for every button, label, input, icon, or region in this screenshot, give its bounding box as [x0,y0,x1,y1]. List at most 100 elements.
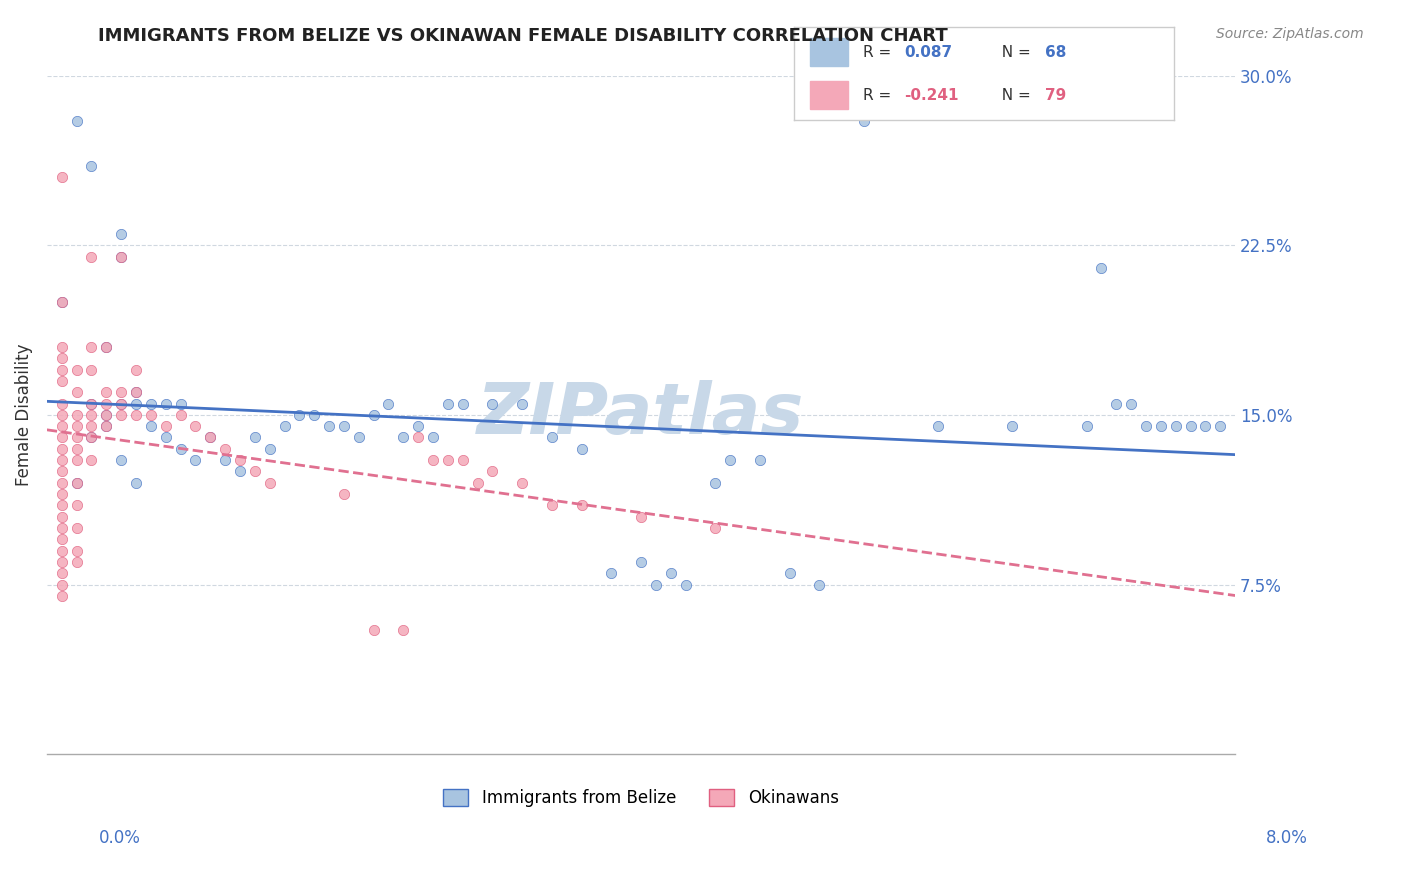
Point [927,419,949,434]
Point [51,543,73,558]
Point [363,408,385,422]
Point [200,430,222,444]
Text: -0.241: -0.241 [904,87,959,103]
Point [481,396,503,410]
Point [139,419,162,434]
Text: N =: N = [991,45,1035,60]
Point [571,442,593,456]
Point [318,419,340,434]
Point [51,294,73,309]
Point [704,475,727,490]
Point [273,419,295,434]
Point [779,566,801,581]
Point [51,499,73,513]
Point [630,509,652,524]
Point [125,385,148,400]
Point [675,577,697,591]
Point [422,430,444,444]
Point [51,294,73,309]
Point [214,453,236,467]
Point [51,509,73,524]
Point [333,419,356,434]
Point [51,419,73,434]
Point [704,521,727,535]
Point [65,555,87,569]
Point [259,442,281,456]
Point [214,442,236,456]
Text: 0.0%: 0.0% [98,829,141,847]
Point [65,113,87,128]
Point [139,396,162,410]
Point [392,623,415,637]
Point [51,577,73,591]
Point [65,419,87,434]
Point [80,250,103,264]
Point [659,566,682,581]
Point [80,430,103,444]
Point [718,453,741,467]
Point [80,396,103,410]
Point [1135,419,1157,434]
Point [65,543,87,558]
Y-axis label: Female Disability: Female Disability [15,343,32,486]
Text: R =: R = [863,87,896,103]
Legend: Immigrants from Belize, Okinawans: Immigrants from Belize, Okinawans [437,782,845,814]
Point [139,408,162,422]
Point [229,453,252,467]
Point [80,159,103,173]
Point [110,396,132,410]
Point [125,475,148,490]
Point [80,340,103,354]
Point [51,396,73,410]
Point [169,442,191,456]
Point [1105,396,1128,410]
Point [422,453,444,467]
Point [96,408,118,422]
Point [125,362,148,376]
Point [51,442,73,456]
Point [451,453,474,467]
Point [377,396,399,410]
Point [125,385,148,400]
Point [51,351,73,366]
Point [406,430,429,444]
Point [110,250,132,264]
Point [184,419,207,434]
Point [51,566,73,581]
Point [155,419,177,434]
Point [1180,419,1202,434]
Point [1076,419,1098,434]
Point [65,475,87,490]
Point [51,521,73,535]
Point [155,430,177,444]
Point [1194,419,1216,434]
Point [437,453,460,467]
Point [541,499,564,513]
Point [96,340,118,354]
Point [96,419,118,434]
Point [65,499,87,513]
Point [169,396,191,410]
Point [541,430,564,444]
Point [481,465,503,479]
Point [229,465,252,479]
Point [65,362,87,376]
Point [65,430,87,444]
Point [110,453,132,467]
Point [644,577,666,591]
Text: 8.0%: 8.0% [1265,829,1308,847]
Text: ZIPatlas: ZIPatlas [477,380,804,450]
Text: Source: ZipAtlas.com: Source: ZipAtlas.com [1216,27,1364,41]
Point [1164,419,1187,434]
Point [169,408,191,422]
Point [80,408,103,422]
Point [184,453,207,467]
Point [51,555,73,569]
Text: R =: R = [863,45,896,60]
Point [65,408,87,422]
Point [110,396,132,410]
Point [80,430,103,444]
Point [125,408,148,422]
Point [51,465,73,479]
Text: 79: 79 [1045,87,1066,103]
